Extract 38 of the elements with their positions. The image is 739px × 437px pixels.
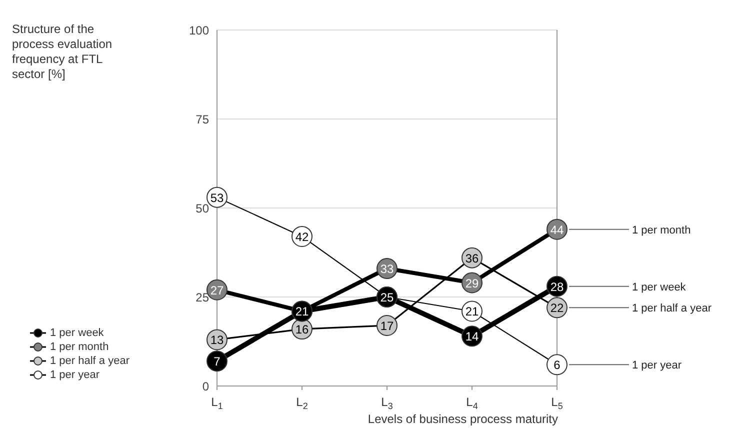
text: 1 per year bbox=[632, 360, 682, 372]
data-label: 14 bbox=[465, 330, 479, 344]
x-tick-label: L$_{3}$ bbox=[381, 395, 393, 411]
data-label: 28 bbox=[550, 280, 564, 294]
legend-label: 1 per week bbox=[50, 327, 104, 339]
x-tick-label: L$_{2}$ bbox=[296, 395, 308, 411]
data-label: 27 bbox=[210, 283, 224, 298]
x-axis-title: Levels of business process maturity bbox=[368, 412, 558, 426]
legend-label: 1 per year bbox=[50, 369, 100, 381]
text: 1 per week bbox=[632, 281, 686, 294]
data-label: 13 bbox=[210, 333, 224, 348]
text: Structure of the process evaluation frequency at FTL sector [%] bbox=[12, 22, 114, 82]
legend-label: 1 per half a year bbox=[50, 355, 130, 367]
y-tick-label: 50 bbox=[196, 201, 210, 216]
x-tick-label: L$_{5}$ bbox=[551, 395, 563, 411]
data-label: 29 bbox=[465, 276, 479, 290]
y-tick-label: 25 bbox=[196, 290, 210, 304]
data-label: 7 bbox=[214, 354, 221, 369]
data-label: 44 bbox=[550, 222, 564, 237]
x-tick-label: L$_{1}$ bbox=[211, 395, 223, 411]
data-label: 21 bbox=[465, 304, 479, 319]
x-tick-label: L$_{4}$ bbox=[466, 395, 478, 411]
text: 1 per month bbox=[632, 224, 691, 236]
data-label: 21 bbox=[295, 304, 309, 319]
data-label: 16 bbox=[295, 322, 309, 337]
data-label: 36 bbox=[465, 251, 479, 266]
y-tick-label: 0 bbox=[202, 379, 210, 394]
data-label: 22 bbox=[550, 301, 564, 316]
data-label: 17 bbox=[380, 318, 394, 333]
data-label: 42 bbox=[295, 230, 309, 244]
y-tick-label: 100 bbox=[188, 23, 210, 38]
text: 1 per half a year bbox=[632, 302, 712, 315]
legend-label: 1 per month bbox=[50, 341, 109, 353]
data-label: 25 bbox=[380, 290, 394, 304]
data-label: 53 bbox=[210, 190, 224, 205]
data-label: 6 bbox=[554, 358, 561, 372]
y-tick-label: 75 bbox=[196, 112, 210, 126]
data-label: 33 bbox=[380, 262, 394, 276]
